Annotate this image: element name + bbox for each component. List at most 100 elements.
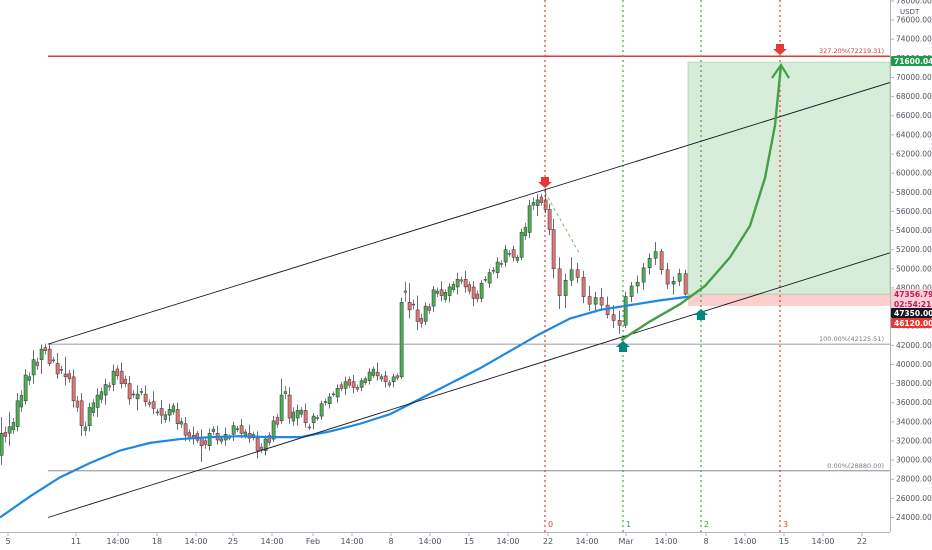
candle-body (677, 273, 682, 282)
candle-body (11, 422, 15, 430)
y-axis[interactable]: 24000.00 26000.00 28000.00 30000.00 32000.00… (890, 0, 932, 550)
x-tick-label: 5 (5, 537, 10, 546)
candle-body (71, 376, 76, 402)
candle-body (267, 434, 271, 443)
candle-body (471, 286, 476, 299)
candle-body (647, 258, 652, 269)
candle-body (475, 293, 479, 300)
candle-body (575, 269, 580, 278)
x-axis[interactable]: 5 11 14:00 18 14:00 25 14:00 Feb 14:00 8 14:00 15 14… (0, 532, 890, 546)
candle-body (543, 199, 548, 210)
currency-label: USDT (900, 8, 920, 16)
price-tag-bg (891, 308, 932, 318)
candle-body (403, 290, 407, 293)
candle-body (303, 410, 308, 424)
candle-body (95, 394, 100, 408)
x-tick-label: 14:00 (575, 537, 598, 546)
candle-body (159, 408, 164, 416)
price-tag-bg (891, 299, 932, 309)
y-tick-label: 26000.00 (896, 494, 932, 503)
price-tag-label: 46120.00 (894, 319, 932, 328)
candle-body (659, 251, 664, 270)
candle-body (535, 199, 540, 206)
cycle-label: 0 (548, 520, 553, 529)
candle-body (463, 279, 468, 288)
candle-body (487, 272, 492, 284)
price-tag-bg (891, 56, 932, 66)
x-tick-label: 14:00 (106, 537, 129, 546)
candle-body (391, 376, 396, 382)
x-tick-label: Feb (306, 537, 320, 546)
y-tick-label: 38000.00 (896, 379, 932, 388)
candle-body (355, 387, 359, 390)
candle-body (491, 269, 495, 272)
candle-body (435, 290, 439, 294)
candle-body (31, 359, 36, 376)
candle-body (495, 261, 500, 273)
candle-body (235, 428, 239, 430)
candle-body (55, 363, 60, 375)
y-tick-label: 74000.00 (896, 35, 932, 44)
top-down-arrow-icon (538, 177, 552, 188)
drawings-layer: 327.20%(72219.31) 100.00%(42125.51) 0.00%(… (47, 0, 901, 532)
x-tick-label: 14:00 (654, 537, 677, 546)
candle-body (239, 425, 244, 434)
candle-body (383, 375, 388, 382)
candle-body (447, 286, 452, 296)
candle-body (653, 251, 658, 259)
candle-body (351, 381, 356, 388)
candle-body (467, 284, 471, 292)
candle-body (183, 423, 188, 436)
target-down-arrow-icon (773, 44, 787, 55)
x-tick-label: 14:00 (260, 537, 283, 546)
candle-body (47, 348, 52, 364)
candle-body (331, 393, 335, 396)
cycle-label: 3 (783, 520, 788, 529)
candle-body (279, 394, 284, 422)
candle-body (587, 296, 592, 305)
candle-body (511, 249, 516, 258)
y-tick-label: 52000.00 (896, 245, 932, 254)
candle-body (79, 400, 84, 426)
y-tick-label: 34000.00 (896, 417, 932, 426)
candle-body (339, 384, 343, 389)
candle-body (243, 431, 247, 436)
candle-body (323, 401, 327, 403)
candle-body (459, 279, 463, 282)
candle-body (39, 348, 44, 360)
candle-body (83, 426, 87, 431)
candle-body (0, 433, 4, 456)
candle-body (15, 400, 20, 427)
candles-layer (0, 188, 688, 465)
y-tick-label: 62000.00 (896, 149, 932, 158)
candle-body (59, 369, 63, 371)
candle-body (143, 393, 148, 403)
candle-body (439, 289, 444, 296)
y-tick-label: 78000.00 (896, 0, 932, 5)
candle-body (499, 263, 503, 265)
candle-body (311, 415, 316, 424)
candle-body (119, 370, 124, 384)
candle-body (63, 373, 68, 378)
candle-body (191, 434, 196, 438)
candle-body (23, 374, 28, 402)
fib-level-label: 0.00%(28880.00) (827, 462, 884, 470)
candle-body (147, 402, 151, 405)
fib-level-label: 100.00%(42125.51) (819, 335, 884, 343)
candle-body (231, 425, 236, 435)
candle-body (443, 291, 447, 300)
candle-body (635, 281, 640, 287)
candle-body (411, 303, 415, 306)
candle-body (87, 407, 92, 426)
price-tag-label: 71600.04 (894, 57, 932, 66)
candle-body (519, 232, 524, 258)
x-tick-label: 22 (857, 537, 867, 546)
candle-body (123, 378, 127, 384)
candle-body (455, 279, 460, 288)
candle-body (103, 384, 108, 396)
candle-body (483, 279, 487, 281)
candle-body (367, 371, 372, 381)
candle-body (171, 405, 175, 413)
candle-body (359, 380, 364, 388)
